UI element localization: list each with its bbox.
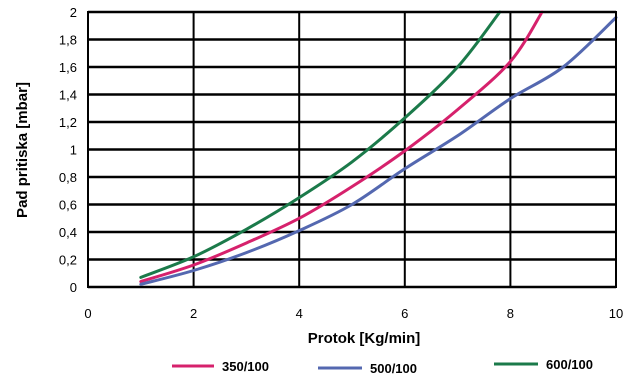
plot-frame — [87, 11, 617, 288]
series-line-600-100 — [139, 10, 502, 279]
y-tick-label: 0,4 — [59, 225, 77, 240]
grid — [87, 10, 617, 289]
series-line-500-100 — [139, 16, 618, 286]
x-axis-title: Protok [Kg/min] — [308, 330, 421, 347]
x-tick-label: 10 — [609, 306, 623, 321]
x-tick-label: 4 — [296, 306, 303, 321]
x-tick-label: 8 — [507, 306, 514, 321]
y-tick-label: 2 — [70, 5, 77, 20]
y-tick-label: 0,6 — [59, 198, 77, 213]
x-tick-label: 6 — [401, 306, 408, 321]
y-tick-label: 1 — [70, 143, 77, 158]
y-axis-title: Pad pritiska [mbar] — [14, 82, 31, 218]
series-line-350-100 — [139, 10, 544, 283]
y-tick-label: 1,6 — [59, 60, 77, 75]
y-tick-label: 0,8 — [59, 170, 77, 185]
y-tick-label: 1,4 — [59, 88, 77, 103]
series-lines — [139, 10, 618, 286]
legend-label: 600/100 — [546, 357, 593, 372]
y-tick-label: 1,2 — [59, 115, 77, 130]
y-tick-label: 0,2 — [59, 253, 77, 268]
x-tick-label: 2 — [190, 306, 197, 321]
y-tick-labels: 0 0,2 0,4 0,6 0,8 1 1,2 1,4 1,6 1,8 2 — [59, 5, 77, 295]
legend-label: 350/100 — [222, 359, 269, 374]
y-tick-label: 1,8 — [59, 33, 77, 48]
x-tick-label: 0 — [84, 306, 91, 321]
x-tick-labels: 0 2 4 6 8 10 — [84, 306, 623, 321]
legend: 350/100 500/100 600/100 — [172, 357, 593, 376]
y-tick-label: 0 — [70, 280, 77, 295]
legend-label: 500/100 — [370, 361, 417, 376]
